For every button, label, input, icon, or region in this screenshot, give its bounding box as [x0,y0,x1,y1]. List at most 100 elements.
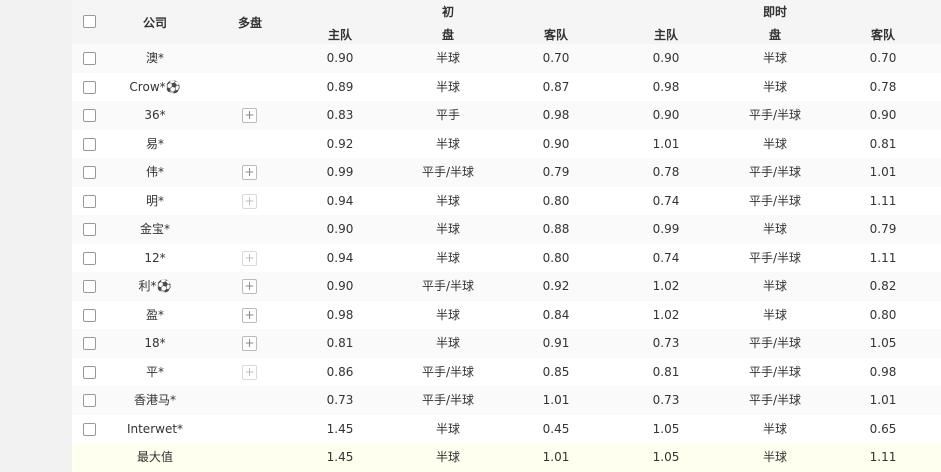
cell-lh: 0.78 [652,165,680,179]
cell-il: 平手/半球 [421,364,475,379]
cell-la: 0.70 [869,51,897,65]
cell-company: 36* [144,108,166,122]
cell-ia: 0.88 [542,222,570,236]
row-checkbox[interactable] [83,280,96,293]
cell-ih: 0.94 [326,193,354,208]
expand-plus-icon[interactable]: + [242,250,257,266]
cell-ih: 0.86 [326,364,354,379]
cell-lh: 0.90 [652,51,680,65]
cell-company: 伟* [145,165,165,179]
row-checkbox[interactable] [83,80,96,94]
header-live-line: 盘 [768,28,782,42]
cell-ll: 平手/半球 [748,336,802,350]
row-checkbox[interactable] [83,166,96,179]
cell-lh: 0.81 [652,364,680,379]
cell-la: 0.79 [869,222,897,236]
expand-plus-icon[interactable]: + [242,279,257,294]
max-row: 最大值 1.45 半球 1.01 1.05 半球 1.11 [72,443,941,472]
table-header: 公司 多盘 初 即时 主队 盘 客队 主队 盘 客队 [72,0,941,44]
cell-company: 利*⚽ [138,279,172,293]
cell-il: 半球 [435,222,461,236]
cell-company: 平* [145,364,165,379]
table-body: 澳* 0.90 半球 0.70 0.90 半球 0.70 Crow*⚽ 0.89 半球 0.87 0.… [72,44,941,472]
cell-company: 12* [144,250,166,265]
row-checkbox[interactable] [83,109,96,122]
row-checkbox[interactable] [83,137,96,151]
cell-company: 香港马* [133,393,177,407]
row-checkbox[interactable] [83,308,96,322]
header-initial-home: 主队 [327,28,353,42]
cell-ll: 平手/半球 [748,165,802,179]
table-row: +12* 0.94 半球 0.80 0.74 平手/半球 1.11 [72,244,941,273]
cell-ih: 0.81 [326,336,354,350]
header-live-away: 客队 [870,28,896,42]
cell-ll: 半球 [762,450,788,464]
table-row: + 明* 0.94 半球 0.80 0.74 平手/半球 1.11 [72,187,941,216]
cell-ia: 0.84 [542,307,570,322]
table-row: 香港马* 0.73 平手/半球 1.01 0.73 平手/半球 1.01 [72,386,941,415]
cell-ia: 0.92 [542,279,570,293]
cell-ll: 平手/半球 [748,393,802,407]
cell-company: 易* [145,136,165,151]
expand-plus-icon[interactable]: + [242,165,257,180]
cell-ia: 0.70 [542,51,570,65]
odds-table: 公司 多盘 初 即时 主队 盘 客队 主队 盘 客队 澳* 0.90 半球 0.70 0… [72,0,941,472]
table-row: 易* 0.92 半球 0.90 1.01 半球 0.81 [72,130,941,159]
table-row: 澳* 0.90 半球 0.70 0.90 半球 0.70 [72,44,941,73]
cell-la: 1.11 [869,450,897,464]
table-row: + 盈* 0.98 半球 0.84 1.02 半球 0.80 [72,301,941,330]
cell-il: 半球 [435,193,461,208]
cell-ih: 1.45 [326,421,354,436]
row-checkbox[interactable] [83,365,96,379]
cell-lh: 0.98 [652,79,680,94]
cell-il: 半球 [435,421,461,436]
cell-lh: 0.74 [652,250,680,265]
cell-ia: 0.45 [542,421,570,436]
cell-ll: 半球 [762,307,788,322]
row-checkbox[interactable] [83,52,96,65]
cell-la: 0.82 [869,279,897,293]
header-multi: 多盘 [237,16,263,30]
cell-ih: 0.94 [326,250,354,265]
header-initial: 初 [441,5,455,19]
row-checkbox[interactable] [83,194,96,208]
cell-ih: 0.89 [326,79,354,94]
cell-lh: 1.02 [652,307,680,322]
cell-la: 1.01 [869,393,897,407]
table-row: +18* 0.81 半球 0.91 0.73 平手/半球 1.05 [72,329,941,358]
expand-plus-icon[interactable]: + [242,108,257,123]
cell-lh: 1.05 [652,450,680,464]
cell-il: 平手/半球 [421,279,475,293]
expand-plus-icon[interactable]: + [242,364,257,380]
cell-lh: 1.05 [652,421,680,436]
cell-il: 半球 [435,51,461,65]
cell-ih: 0.90 [326,279,354,293]
cell-il: 平手/半球 [421,165,475,179]
row-checkbox[interactable] [83,337,96,350]
cell-il: 半球 [435,136,461,151]
cell-il: 半球 [435,450,461,464]
cell-ll: 平手/半球 [748,250,802,265]
expand-plus-icon[interactable]: + [242,307,257,323]
header-initial-away: 客队 [543,28,569,42]
header-live-home: 主队 [653,28,679,42]
expand-plus-icon[interactable]: + [242,336,257,351]
cell-ll: 半球 [762,136,788,151]
cell-ll: 半球 [762,222,788,236]
row-checkbox[interactable] [83,422,96,436]
cell-la: 0.78 [869,79,897,94]
cell-la: 1.05 [869,336,897,350]
select-all-checkbox[interactable] [83,15,96,28]
row-checkbox[interactable] [83,394,96,407]
cell-il: 半球 [435,79,461,94]
cell-ia: 0.87 [542,79,570,94]
cell-ll: 半球 [762,421,788,436]
cell-il: 半球 [435,336,461,350]
cell-ia: 0.85 [542,364,570,379]
cell-la: 1.01 [869,165,897,179]
table-row: +36* 0.83 平手 0.98 0.90 平手/半球 0.90 [72,101,941,130]
expand-plus-icon[interactable]: + [242,193,257,209]
row-checkbox[interactable] [83,223,96,236]
table-row: Interwet* 1.45 半球 0.45 1.05 半球 0.65 [72,415,941,444]
row-checkbox[interactable] [83,251,96,265]
